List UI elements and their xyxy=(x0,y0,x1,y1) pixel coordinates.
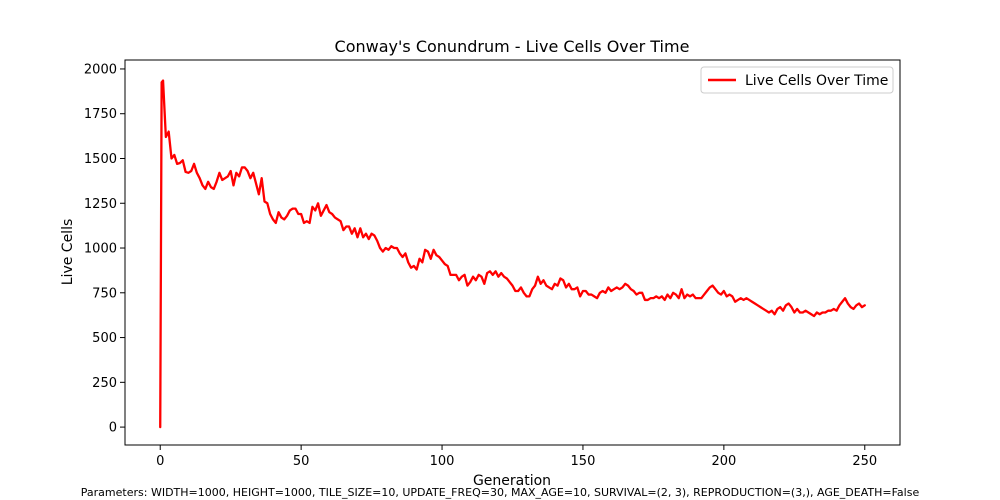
y-tick-label: 500 xyxy=(92,331,117,346)
y-tick-label: 0 xyxy=(109,421,117,436)
x-tick-label: 250 xyxy=(852,454,877,469)
y-tick-label: 2000 xyxy=(84,62,117,77)
y-tick-label: 750 xyxy=(92,286,117,301)
parameters-footer: Parameters: WIDTH=1000, HEIGHT=1000, TIL… xyxy=(81,486,920,499)
x-axis-label: Generation xyxy=(473,473,551,489)
y-tick-label: 1000 xyxy=(84,242,117,257)
plot-area xyxy=(125,60,900,445)
axes-background xyxy=(125,60,900,445)
y-tick-label: 1500 xyxy=(84,152,117,167)
y-tick-label: 250 xyxy=(92,376,117,391)
x-tick-label: 50 xyxy=(293,454,310,469)
x-axis: 0 50 100 150 200 250 xyxy=(156,445,877,469)
x-tick-label: 200 xyxy=(711,454,736,469)
legend-box xyxy=(700,66,894,94)
y-axis-label: Live Cells xyxy=(60,219,76,286)
axes-frame xyxy=(124,59,901,446)
x-tick-label: 150 xyxy=(571,454,596,469)
chart-title: Conway's Conundrum - Live Cells Over Tim… xyxy=(335,37,690,56)
x-tick-label: 100 xyxy=(430,454,455,469)
legend-label: Live Cells Over Time xyxy=(745,73,888,89)
series-line-live-cells xyxy=(159,79,866,429)
y-tick-label: 1750 xyxy=(84,107,117,122)
legend: Live Cells Over Time xyxy=(700,66,894,94)
y-axis: 0 250 500 750 1000 1250 1500 1750 2000 xyxy=(84,62,125,436)
x-tick-label: 0 xyxy=(156,454,164,469)
series-layer xyxy=(159,79,866,429)
y-tick-label: 1250 xyxy=(84,197,117,212)
